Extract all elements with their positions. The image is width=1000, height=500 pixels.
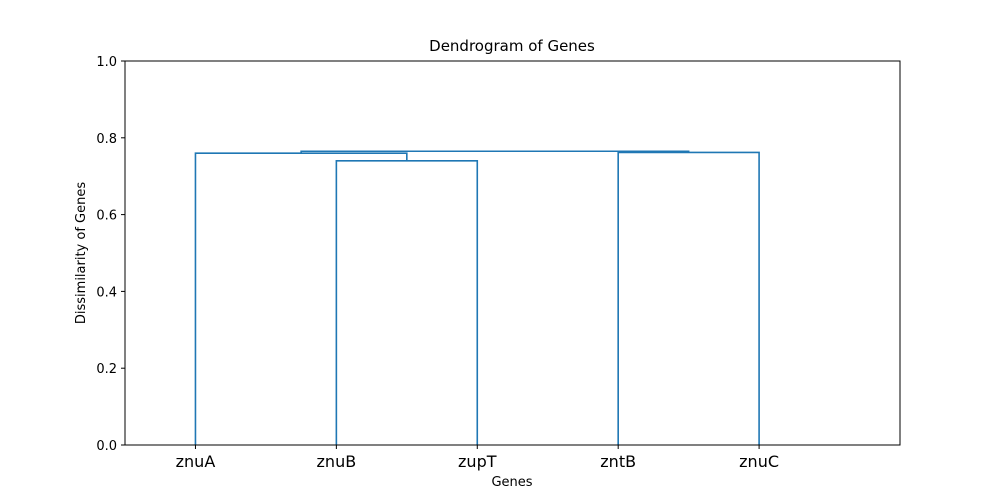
leaf-label-zntB: zntB	[600, 452, 636, 471]
dendrogram-link-1	[335, 160, 479, 445]
x-axis-label: Genes	[491, 475, 532, 490]
y-axis: 0.0 0.2 0.4 0.6 0.8 1.0	[96, 55, 125, 454]
dendrogram-links	[194, 150, 760, 445]
y-axis-label: Dissimilarity of Genes	[74, 182, 89, 324]
y-tick-label: 0.8	[96, 132, 117, 147]
y-tick-label: 0.0	[96, 439, 117, 454]
y-tick-label: 1.0	[96, 55, 117, 70]
leaf-label-znuB: znuB	[317, 452, 357, 471]
dendrogram-link-4	[300, 150, 690, 154]
y-tick-label: 0.4	[96, 285, 117, 300]
plot-frame	[124, 60, 901, 446]
x-axis: znuA znuB zupT zntB znuC	[176, 445, 779, 471]
dendrogram-link-3	[617, 151, 760, 445]
y-tick-label: 0.6	[96, 209, 117, 224]
dendrogram-link-2	[194, 152, 408, 445]
leaf-label-znuC: znuC	[739, 452, 779, 471]
leaf-label-znuA: znuA	[176, 452, 216, 471]
chart-title: Dendrogram of Genes	[429, 37, 595, 55]
y-tick-label: 0.2	[96, 362, 117, 377]
leaf-label-zupT: zupT	[458, 452, 497, 471]
